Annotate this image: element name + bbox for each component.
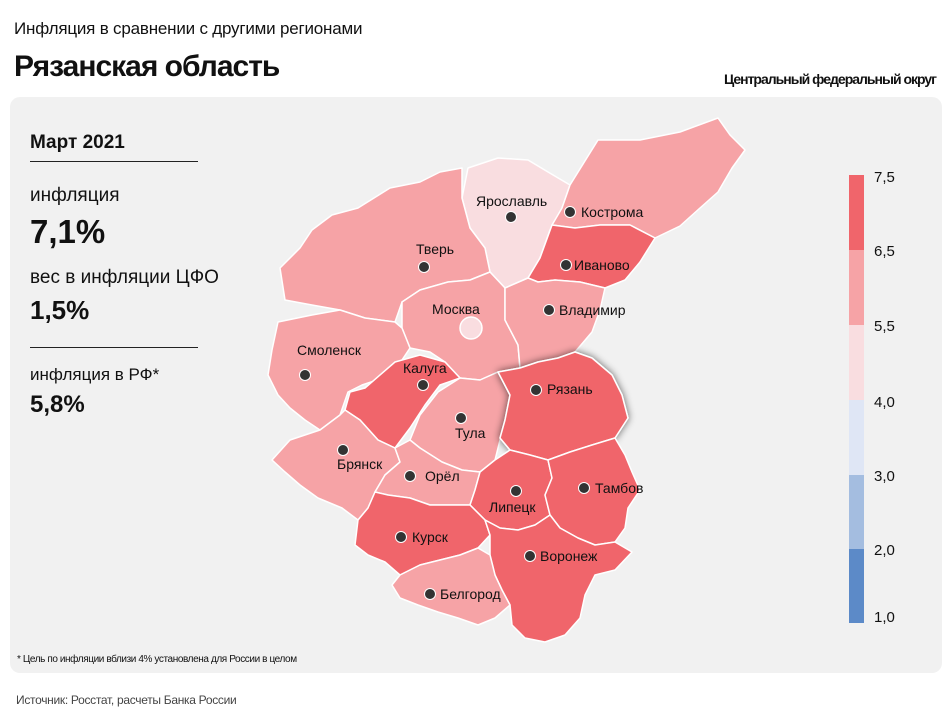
city-label: Москва xyxy=(432,301,480,317)
legend-color-segment xyxy=(849,549,864,623)
footnote: * Цель по инфляции вблизи 4% установлена… xyxy=(17,654,297,665)
region-kostroma[interactable] xyxy=(551,117,746,239)
city-label: Тамбов xyxy=(595,480,643,496)
legend-color-segment xyxy=(849,175,864,250)
city-label: Калуга xyxy=(403,360,447,376)
city-label: Иваново xyxy=(574,257,630,273)
rf-inflation-label: инфляция в РФ* xyxy=(30,365,160,384)
city-label: Тверь xyxy=(416,241,454,257)
legend-tick-label: 3,0 xyxy=(874,468,895,485)
page-title: Рязанская область xyxy=(14,50,280,83)
city-label: Смоленск xyxy=(297,342,362,358)
divider xyxy=(30,161,198,162)
city-dot xyxy=(395,531,407,543)
legend-color-segment xyxy=(849,325,864,400)
city-dot xyxy=(404,470,416,482)
region-belgorod[interactable] xyxy=(391,547,511,626)
city-label: Курск xyxy=(412,529,449,545)
city-label: Липецк xyxy=(489,499,536,515)
inflation-value: 7,1% xyxy=(30,213,106,250)
city-label: Воронеж xyxy=(540,548,598,564)
city-dot xyxy=(524,550,536,562)
city-dot xyxy=(337,444,349,456)
city-dot xyxy=(560,259,572,271)
city-dot xyxy=(530,384,542,396)
legend-color-segment xyxy=(849,250,864,325)
federal-district-label: Центральный федеральный округ xyxy=(723,71,937,87)
city-label: Ярославль xyxy=(476,193,547,209)
city-label: Орёл xyxy=(425,468,460,484)
legend-tick-label: 5,5 xyxy=(874,318,895,335)
city-label: Брянск xyxy=(337,456,383,472)
city-label: Тула xyxy=(455,425,486,441)
city-label: Рязань xyxy=(547,381,593,397)
city-dot xyxy=(424,588,436,600)
region-smolensk[interactable] xyxy=(267,309,411,431)
city-dot xyxy=(510,485,522,497)
divider xyxy=(30,347,198,348)
legend-color-segment xyxy=(849,400,864,475)
period-label: Март 2021 xyxy=(30,132,125,153)
region-kaluga[interactable] xyxy=(344,354,461,449)
region-vladimir[interactable] xyxy=(504,277,606,369)
city-label: Кострома xyxy=(581,204,644,220)
weight-label: вес в инфляции ЦФО xyxy=(30,267,219,288)
city-dot xyxy=(299,369,311,381)
city-dot xyxy=(543,304,555,316)
legend-tick-label: 2,0 xyxy=(874,542,895,559)
moscow-city-marker xyxy=(459,316,483,340)
city-label: Белгород xyxy=(440,586,501,602)
city-label: Владимир xyxy=(559,302,626,318)
legend-tick-label: 7,5 xyxy=(874,169,895,186)
city-dot xyxy=(578,482,590,494)
city-dot xyxy=(564,206,576,218)
region-tambov[interactable] xyxy=(544,437,641,546)
page-subtitle: Инфляция в сравнении с другими регионами xyxy=(14,19,363,38)
legend-tick-label: 1,0 xyxy=(874,609,895,626)
legend-tick-label: 4,0 xyxy=(874,394,895,411)
legend-color-segment xyxy=(849,475,864,549)
weight-value: 1,5% xyxy=(30,295,90,325)
rf-inflation-value: 5,8% xyxy=(30,391,85,418)
source-note: Источник: Росстат, расчеты Банка России xyxy=(16,693,237,707)
city-dot xyxy=(505,211,517,223)
city-dot xyxy=(418,261,430,273)
inflation-label: инфляция xyxy=(30,185,120,206)
city-dot xyxy=(417,379,429,391)
city-dot xyxy=(455,412,467,424)
legend-tick-label: 6,5 xyxy=(874,243,895,260)
